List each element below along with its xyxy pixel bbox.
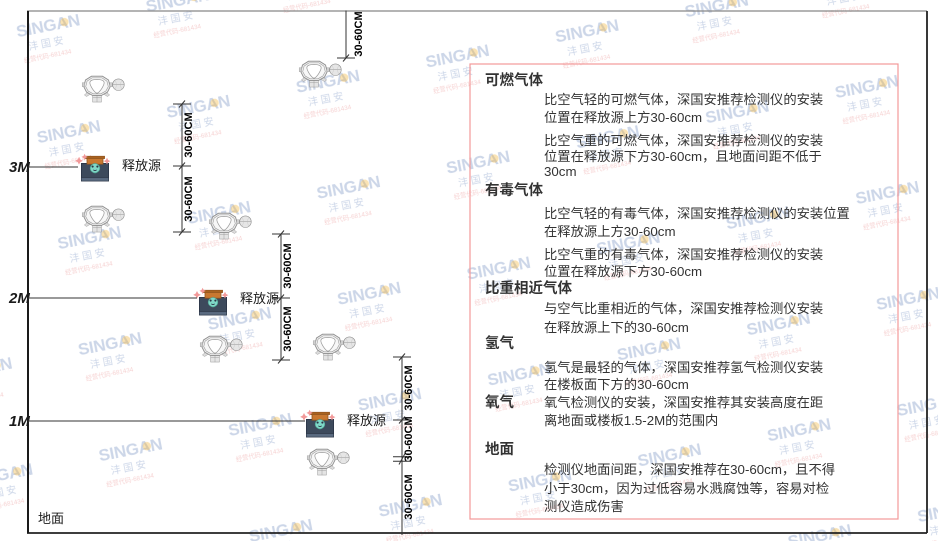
svg-text:位置在释放源下方30-60cm: 位置在释放源下方30-60cm bbox=[544, 264, 702, 279]
svg-text:2M: 2M bbox=[8, 290, 30, 307]
svg-text:氢气是最轻的气体，深国安推荐氢气检测仪安装: 氢气是最轻的气体，深国安推荐氢气检测仪安装 bbox=[544, 360, 823, 375]
svg-text:离地面或楼板1.5-2M的范围内: 离地面或楼板1.5-2M的范围内 bbox=[544, 412, 718, 428]
svg-text:30-60CM: 30-60CM bbox=[183, 112, 195, 157]
svg-text:地面: 地面 bbox=[38, 511, 64, 526]
svg-text:释放源: 释放源 bbox=[122, 158, 161, 173]
svg-text:比空气重的有毒气体，深国安推荐检测仪的安装: 比空气重的有毒气体，深国安推荐检测仪的安装 bbox=[544, 247, 823, 262]
svg-text:与空气比重相近的气体，深国安推荐检测仪安装: 与空气比重相近的气体，深国安推荐检测仪安装 bbox=[544, 301, 823, 316]
svg-text:30-60CM: 30-60CM bbox=[403, 474, 415, 519]
svg-text:小于30cm，因为过低容易水溅腐蚀等，容易对检: 小于30cm，因为过低容易水溅腐蚀等，容易对检 bbox=[544, 480, 829, 496]
svg-text:比空气轻的有毒气体，深国安推荐检测仪的安装位置: 比空气轻的有毒气体，深国安推荐检测仪的安装位置 bbox=[544, 206, 850, 221]
svg-text:可燃气体: 可燃气体 bbox=[485, 71, 543, 89]
svg-text:释放源: 释放源 bbox=[347, 413, 386, 428]
svg-text:位置在释放源上方30-60cm: 位置在释放源上方30-60cm bbox=[544, 110, 702, 125]
svg-text:1M: 1M bbox=[9, 413, 30, 430]
svg-text:比空气重的可燃气体，深国安推荐检测仪的安装: 比空气重的可燃气体，深国安推荐检测仪的安装 bbox=[544, 132, 823, 148]
svg-text:30-60CM: 30-60CM bbox=[282, 243, 294, 288]
svg-text:有毒气体: 有毒气体 bbox=[485, 181, 543, 199]
svg-text:在释放源上下的30-60cm: 在释放源上下的30-60cm bbox=[544, 320, 689, 335]
svg-text:比重相近气体: 比重相近气体 bbox=[485, 279, 572, 297]
svg-text:测仪造成伤害: 测仪造成伤害 bbox=[544, 499, 624, 514]
svg-text:地面: 地面 bbox=[485, 441, 514, 458]
svg-text:比空气轻的可燃气体，深国安推荐检测仪的安装: 比空气轻的可燃气体，深国安推荐检测仪的安装 bbox=[544, 91, 823, 107]
svg-text:氧气: 氧气 bbox=[485, 393, 514, 411]
svg-text:3M: 3M bbox=[9, 159, 30, 176]
svg-text:30-60CM: 30-60CM bbox=[183, 176, 195, 221]
svg-text:氧气检测仪的安装，深国安推荐其安装高度在距: 氧气检测仪的安装，深国安推荐其安装高度在距 bbox=[544, 394, 823, 410]
svg-text:30-60CM: 30-60CM bbox=[403, 365, 415, 410]
svg-text:氢气: 氢气 bbox=[485, 334, 514, 352]
svg-text:在楼板面下方的30-60cm: 在楼板面下方的30-60cm bbox=[544, 377, 689, 392]
svg-text:30cm: 30cm bbox=[544, 164, 577, 179]
svg-text:30-60CM: 30-60CM bbox=[353, 11, 365, 56]
svg-text:检测仪地面间距，深国安推荐在30-60cm，且不得: 检测仪地面间距，深国安推荐在30-60cm，且不得 bbox=[544, 461, 835, 477]
svg-text:30-60CM: 30-60CM bbox=[403, 416, 415, 461]
svg-text:位置在释放源下方30-60cm，且地面间距不低于: 位置在释放源下方30-60cm，且地面间距不低于 bbox=[544, 149, 822, 164]
svg-text:在释放源上方30-60cm: 在释放源上方30-60cm bbox=[544, 224, 676, 239]
svg-text:30-60CM: 30-60CM bbox=[282, 306, 294, 351]
